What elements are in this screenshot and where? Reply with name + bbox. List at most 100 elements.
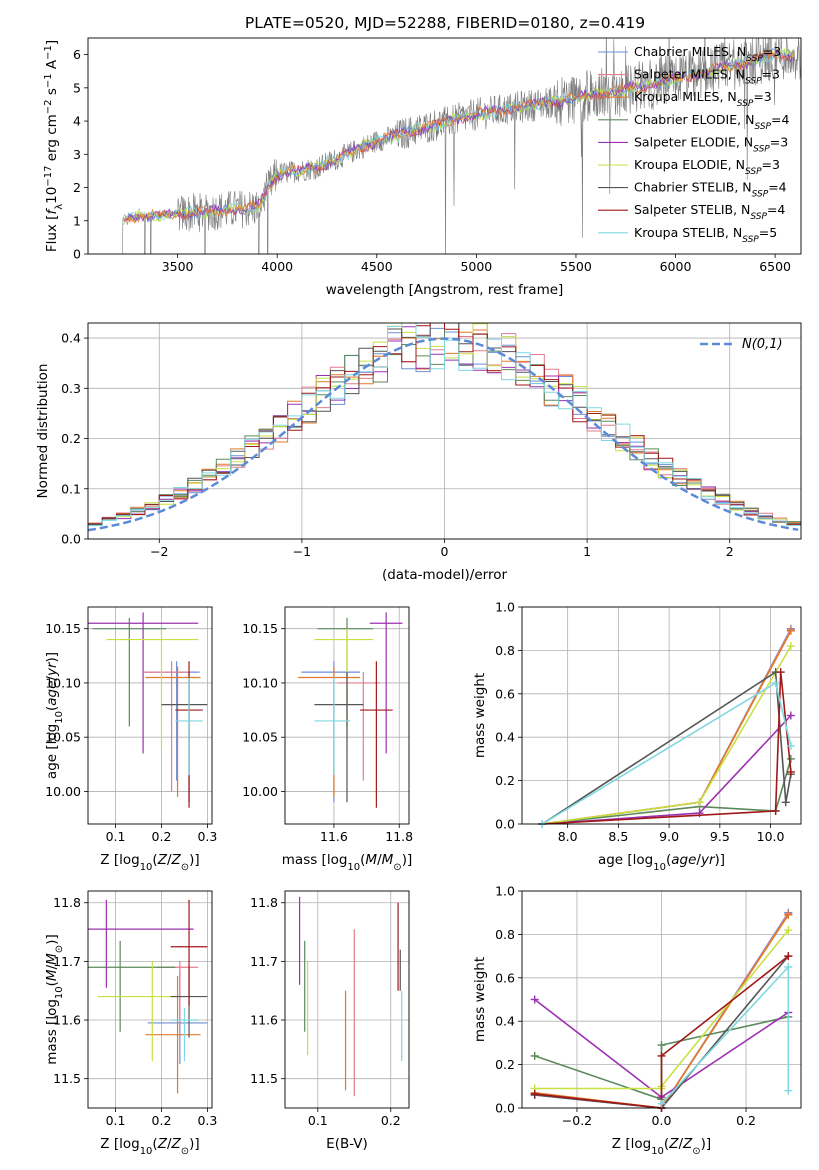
x-tick-label: 0.3 xyxy=(197,1113,217,1128)
spectrum-panel: 3500 4000 4500 5000 5500 6000 6500 0 1 2 3 4 5 6 wavel… xyxy=(43,37,802,298)
label-part: ⊙ xyxy=(692,1146,700,1157)
legend-label: Salpeter STELIB, NSSP=4 xyxy=(634,202,785,222)
y-tick-label: 0.3 xyxy=(61,381,81,396)
x-tick-label: 0.2 xyxy=(381,1113,401,1128)
label-part: ⊙ xyxy=(181,862,189,873)
weight-line xyxy=(542,645,792,825)
label-part: / xyxy=(167,1136,172,1152)
y-tick-label: 0 xyxy=(73,247,81,262)
y-tick-label: 10.05 xyxy=(242,730,278,745)
y-tick-label: 1.0 xyxy=(495,600,515,615)
model-spectrum xyxy=(123,50,795,225)
label-part: 10 xyxy=(140,1146,153,1157)
y-tick-label: 5 xyxy=(73,80,81,95)
axes-frame xyxy=(87,890,213,1109)
legend-label: Salpeter MILES, NSSP=3 xyxy=(634,67,780,87)
label-part: )] xyxy=(44,934,60,945)
y-tick-label: 0.0 xyxy=(495,1101,515,1116)
y-tick-label: 11.6 xyxy=(250,1013,278,1028)
label-part: 10 xyxy=(54,711,65,724)
panel-plot xyxy=(88,612,208,808)
label-part: age [log xyxy=(598,852,653,868)
weight-line xyxy=(542,630,792,825)
legend-suffix: =3 xyxy=(770,134,788,149)
label-part: f xyxy=(44,208,60,215)
label-part: Z [log xyxy=(100,852,139,868)
y-axis-label: Normed distribution xyxy=(35,364,51,499)
weight-line xyxy=(534,955,789,1109)
y-axis-label: Flux [fλ10−17 erg cm−2 s−1 A−1] xyxy=(43,40,65,252)
x-axis-label: Z [log10(Z/Z⊙)] xyxy=(100,1136,199,1157)
observed-spectrum xyxy=(121,38,801,254)
x-axis-label: Z [log10(Z/Z⊙)] xyxy=(100,852,199,873)
label-part: ( xyxy=(664,1136,669,1152)
legend-text: Salpeter STELIB, N xyxy=(634,202,750,217)
legend-label: Kroupa MILES, NSSP=3 xyxy=(634,89,772,109)
y-tick-label: 0.6 xyxy=(495,686,515,701)
label-part: Z xyxy=(668,1136,679,1152)
legend-text: Salpeter MILES, N xyxy=(634,67,745,82)
mass-vs-extinction-panel: 0.1 0.2 11.5 11.6 11.7 11.8 E(B-V) xyxy=(250,890,410,1152)
residuals-plot xyxy=(88,323,801,532)
axes-frame xyxy=(87,606,213,825)
x-tick-label: 9.0 xyxy=(659,829,679,844)
panel-plot xyxy=(298,896,403,1097)
label-part: −17 xyxy=(43,166,54,187)
y-tick-label: 2 xyxy=(73,180,81,195)
y-tick-label: 11.8 xyxy=(250,895,278,910)
x-tick-label: 9.5 xyxy=(710,829,730,844)
label-part: 10 xyxy=(653,862,666,873)
label-part: Z xyxy=(157,852,168,868)
axes-frame xyxy=(87,37,802,255)
x-tick-label: 0.0 xyxy=(652,1113,672,1128)
y-axis-label: mass [log10(M/M⊙)] xyxy=(44,934,65,1064)
y-tick-label: 4 xyxy=(73,114,81,129)
y-tick-label: 11.7 xyxy=(53,954,81,969)
label-part: age [log xyxy=(44,724,60,779)
y-tick-label: 11.8 xyxy=(53,895,81,910)
legend-sub: SSP xyxy=(752,190,769,200)
y-tick-label: 10.15 xyxy=(242,621,278,636)
x-tick-label: 10.0 xyxy=(757,829,785,844)
y-tick-label: 0.0 xyxy=(495,817,515,832)
x-tick-label: 0 xyxy=(441,544,449,559)
spectrum-plot xyxy=(121,38,801,254)
y-tick-label: 6 xyxy=(73,47,81,62)
x-tick-label: 8.5 xyxy=(608,829,628,844)
y-tick-label: 10.05 xyxy=(45,730,81,745)
label-part: s xyxy=(44,88,60,99)
legend-suffix: =4 xyxy=(767,202,785,217)
weight-line xyxy=(542,714,792,825)
x-tick-label: 8.0 xyxy=(558,829,578,844)
legend-label: Chabrier STELIB, NSSP=4 xyxy=(634,180,787,200)
y-tick-label: 11.5 xyxy=(250,1071,278,1086)
legend-suffix: =3 xyxy=(762,67,780,82)
y-tick-label: 11.7 xyxy=(250,954,278,969)
label-part: Z xyxy=(171,1136,182,1152)
label-part: M xyxy=(44,953,60,965)
label-part: / xyxy=(377,852,382,868)
weight-line xyxy=(542,758,792,825)
legend-label: N(0,1) xyxy=(742,337,783,352)
label-part: ] xyxy=(44,40,60,45)
x-tick-label: −1 xyxy=(293,544,311,559)
normal-curve xyxy=(88,337,799,532)
x-tick-label: 11.8 xyxy=(385,829,413,844)
weight-vs-age-panel: 8.0 8.5 9.0 9.5 10.0 0.0 0.2 0.4 0.6 0.8 1.0 age [l… xyxy=(472,600,802,873)
x-tick-label: 5500 xyxy=(560,259,592,274)
x-tick-label: 6000 xyxy=(660,259,692,274)
legend-label: Salpeter ELODIE, NSSP=3 xyxy=(634,134,788,154)
y-tick-label: 10.15 xyxy=(45,621,81,636)
label-part: Z [log xyxy=(100,1136,139,1152)
y-tick-label: 10.10 xyxy=(45,675,81,690)
x-axis-label: E(B-V) xyxy=(326,1136,368,1152)
label-part: A xyxy=(44,59,60,73)
y-tick-label: 10.00 xyxy=(242,784,278,799)
legend-sub: SSP xyxy=(742,235,759,245)
legend-text: Chabrier MILES, N xyxy=(634,44,746,59)
y-tick-label: 11.5 xyxy=(53,1071,81,1086)
y-tick-label: 0.8 xyxy=(495,927,515,942)
y-tick-label: 0.6 xyxy=(495,970,515,985)
